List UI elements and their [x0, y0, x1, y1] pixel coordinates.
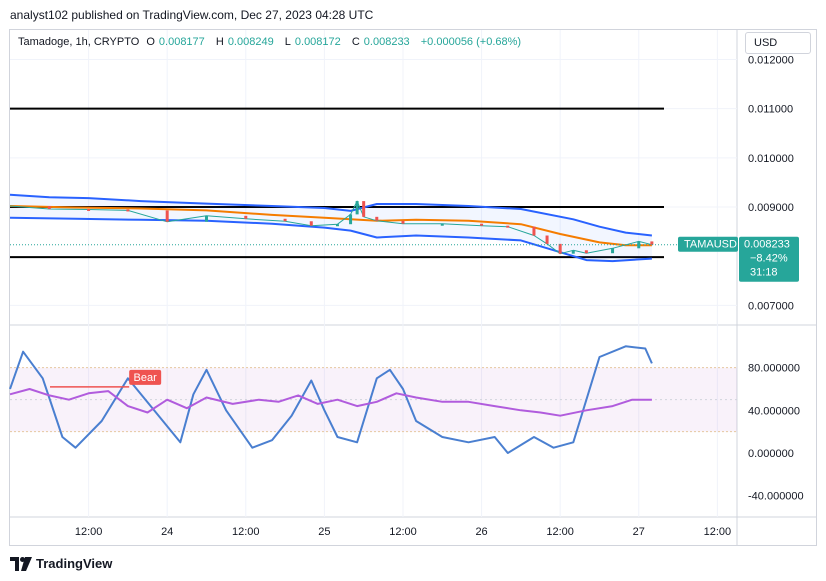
time-tick-label: 12:00 — [232, 526, 260, 538]
close-value: 0.008233 — [363, 36, 410, 48]
time-tick-label: 25 — [318, 526, 330, 538]
publisher-caption: analyst102 published on TradingView.com,… — [10, 8, 374, 22]
stoch-tick-label: 80.000000 — [748, 363, 800, 375]
stoch-d-line[interactable] — [9, 388, 652, 417]
open-label: O — [146, 36, 155, 48]
candle — [165, 210, 169, 222]
change-value: +0.000056 (+0.68%) — [420, 36, 522, 48]
stoch-k-line[interactable] — [9, 345, 653, 454]
middle-band-line[interactable] — [9, 205, 652, 247]
time-tick-label: 24 — [161, 526, 173, 538]
price-tick-label: 0.007000 — [748, 300, 794, 312]
low-label: L — [284, 36, 291, 48]
candle — [440, 223, 444, 226]
high-label: H — [215, 36, 224, 48]
time-tick-label: 27 — [633, 526, 645, 538]
candle — [375, 216, 379, 221]
candle — [355, 201, 359, 215]
price-tag-countdown: 31:18 — [750, 267, 778, 279]
time-tick-label: 26 — [475, 526, 487, 538]
chart-frame — [9, 29, 817, 546]
close-line[interactable] — [9, 200, 653, 255]
symbol-name[interactable]: Tamadoge, 1h, CRYPTO — [18, 36, 140, 48]
candle — [401, 220, 405, 224]
stoch-tick-label: -40.000000 — [748, 491, 804, 503]
tradingview-wordmark: TradingView — [36, 556, 113, 571]
candle — [335, 224, 339, 227]
low-value: 0.008172 — [294, 36, 341, 48]
open-value: 0.008177 — [158, 36, 205, 48]
price-tick-label: 0.010000 — [748, 153, 794, 165]
time-tick-label: 12:00 — [75, 526, 103, 538]
symbol-tag-label: TAMAUSD — [684, 239, 737, 251]
price-tick-label: 0.011000 — [748, 104, 793, 116]
candle — [309, 221, 313, 226]
candle — [650, 241, 654, 245]
time-tick-label: 12:00 — [704, 526, 732, 538]
candle — [126, 209, 130, 212]
symbol-legend: Tamadoge, 1h, CRYPTO O 0.008177 H 0.008249… — [18, 36, 525, 48]
candle — [349, 214, 353, 225]
candle — [244, 215, 248, 219]
high-value: 0.008249 — [227, 36, 274, 48]
candle — [545, 235, 549, 244]
tradingview-logo-icon — [10, 556, 32, 571]
candle — [480, 223, 484, 226]
time-tick-label: 12:00 — [546, 526, 574, 538]
stoch-tick-label: 40.000000 — [748, 405, 800, 417]
price-tag-value: 0.008233 — [744, 239, 790, 251]
bear-label-box[interactable] — [129, 369, 162, 385]
candle — [637, 241, 641, 249]
price-tick-label: 0.009000 — [748, 202, 794, 214]
stoch-tick-label: 0.000000 — [748, 448, 794, 460]
footer-brand[interactable]: TradingView — [10, 556, 112, 571]
candle — [584, 250, 588, 254]
candle — [47, 206, 51, 209]
candle — [611, 248, 615, 254]
price-tag-change: −8.42% — [750, 253, 788, 265]
price-tick-label: 0.012000 — [748, 55, 794, 67]
candle — [283, 218, 287, 222]
close-label: C — [351, 36, 360, 48]
candle — [506, 225, 510, 228]
bear-label: Bear — [134, 372, 158, 384]
price-tag[interactable] — [739, 236, 799, 282]
candle — [571, 250, 575, 254]
candle — [87, 208, 91, 211]
candle — [532, 226, 536, 236]
candle — [362, 201, 366, 217]
symbol-tag[interactable] — [678, 236, 738, 252]
time-tick-label: 12:00 — [389, 526, 417, 538]
candle — [558, 243, 562, 254]
currency-button[interactable]: USD — [745, 32, 811, 54]
candle — [204, 215, 208, 222]
